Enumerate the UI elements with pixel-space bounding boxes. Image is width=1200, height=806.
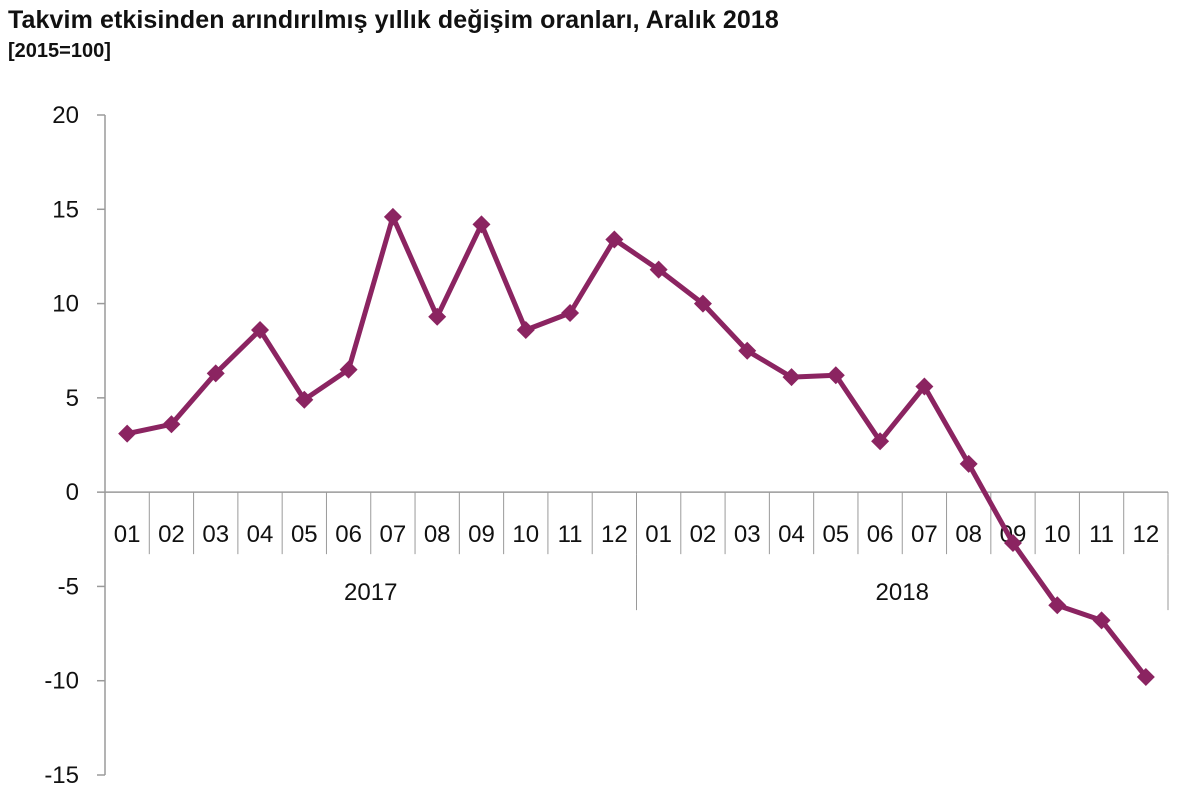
x-tick-label: 01 (114, 521, 141, 548)
data-point-marker (339, 360, 358, 379)
x-tick-label: 12 (1133, 521, 1160, 548)
data-point-marker (871, 432, 890, 451)
y-tick-label: 5 (66, 385, 79, 412)
x-tick-label: 12 (601, 521, 628, 548)
x-tick-label: 01 (645, 521, 672, 548)
x-tick-label: 04 (247, 521, 274, 548)
x-tick-label: 07 (380, 521, 407, 548)
x-tick-label: 07 (911, 521, 938, 548)
data-point-marker (1136, 667, 1155, 686)
x-tick-label: 11 (1089, 521, 1114, 548)
x-tick-label: 03 (202, 521, 229, 548)
data-point-marker (649, 260, 668, 279)
data-point-marker (561, 304, 580, 322)
x-tick-label: 11 (558, 521, 583, 548)
data-point-marker (738, 341, 757, 360)
series-line (124, 214, 1149, 680)
y-tick-label: -5 (58, 573, 79, 600)
axes-layer: 20 15 10 5 0 -5 -10 -15 01 02 03 04 05 06 07 08 09 10 11 12… (44, 102, 1169, 789)
y-tick-label: 10 (52, 291, 79, 318)
data-point-marker (693, 294, 712, 313)
x-tick-label: 06 (335, 521, 362, 548)
x-tick-label: 10 (1044, 521, 1071, 548)
data-point-marker (472, 215, 491, 234)
x-tick-label: 04 (778, 521, 805, 548)
x-tick-label: 09 (468, 521, 495, 548)
data-point-marker (1092, 611, 1111, 630)
data-point-marker (118, 424, 137, 443)
data-point-marker (383, 207, 402, 226)
x-tick-label: 06 (867, 521, 894, 548)
x-tick-label: 10 (512, 521, 539, 548)
data-point-marker (1003, 534, 1022, 553)
chart-subtitle: [2015=100] (8, 40, 111, 62)
y-tick-label: -15 (44, 762, 79, 789)
data-point-marker (915, 377, 934, 396)
x-tick-label: 05 (291, 521, 318, 548)
data-point-marker (516, 320, 535, 339)
y-tick-label: 0 (66, 479, 79, 506)
data-point-marker (162, 415, 181, 434)
x-tick-label: 02 (690, 521, 717, 548)
data-point-marker (605, 230, 624, 249)
x-tick-label: 05 (822, 521, 849, 548)
chart-title: Takvim etkisinden arındırılmış yıllık de… (8, 6, 779, 34)
y-tick-label: 20 (52, 102, 79, 129)
x-tick-label: 08 (424, 521, 451, 548)
x-tick-label: 02 (158, 521, 185, 548)
data-point-marker (428, 307, 447, 326)
data-point-marker (251, 320, 270, 339)
x-tick-label: 03 (734, 521, 761, 548)
data-point-marker (295, 390, 314, 409)
year-label: 2018 (876, 579, 929, 606)
series-layer (118, 207, 1155, 686)
data-point-marker (206, 364, 225, 383)
data-point-marker (826, 366, 845, 385)
y-tick-label: 15 (52, 196, 79, 223)
y-tick-label: -10 (44, 668, 79, 695)
x-tick-label: 08 (955, 521, 982, 548)
year-label: 2017 (344, 579, 397, 606)
data-point-marker (782, 368, 801, 387)
data-point-marker (1048, 596, 1067, 615)
data-point-marker (959, 454, 978, 473)
